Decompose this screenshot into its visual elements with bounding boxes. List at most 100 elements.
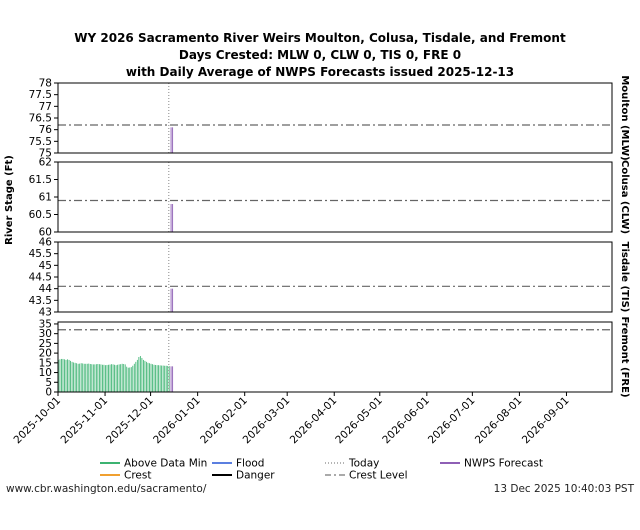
y-tick-label: 76.5 [29,113,52,125]
y-tick-label: 44 [39,283,53,295]
observed-bar [112,364,114,392]
x-tick-label: 2026-07-01 [426,395,478,447]
y-tick-label: 45.5 [29,248,52,260]
chart-title-line: with Daily Average of NWPS Forecasts iss… [126,65,514,79]
forecast-bar [170,204,172,232]
x-tick-label: 2026-06-01 [380,395,432,447]
observed-bar [80,363,82,392]
observed-bar [152,364,153,392]
x-tick-label: 2025-12-01 [104,395,156,447]
observed-bar [144,360,146,392]
observed-bar [136,359,138,392]
panel-station-label: Tisdale (TIS) [619,242,630,313]
y-tick-label: 10 [39,367,52,379]
forecast-bar [170,366,172,392]
panel-frame [57,321,613,393]
observed-bar [103,364,105,392]
y-tick-label: 61.5 [29,174,52,186]
observed-bar [132,365,134,392]
panel-station-label: Colusa (CLW) [619,160,630,234]
observed-bar [129,367,131,392]
observed-bar [77,363,79,392]
observed-bar [138,357,140,392]
x-tick-label: 2026-08-01 [473,395,525,447]
y-tick-label: 43 [39,307,52,319]
y-axis-label: River Stage (Ft) [4,155,15,245]
observed-bar [74,362,76,392]
observed-bar [118,364,120,392]
observed-bar [105,365,106,392]
observed-bar [79,363,81,392]
observed-bar [91,364,93,392]
observed-bar [94,364,96,392]
observed-bar [153,364,155,392]
legend-label: Flood [236,458,264,470]
observed-bar [161,365,163,392]
y-tick-label: 46 [39,237,53,249]
observed-bar [126,366,128,392]
generated-timestamp: 13 Dec 2025 10:40:03 PST [493,483,634,495]
observed-bar [130,367,132,392]
observed-bar [158,365,160,392]
observed-bar [162,365,164,392]
panel-station-label: Fremont (FRE) [619,316,630,397]
observed-bar [97,364,99,392]
source-url[interactable]: www.cbr.washington.edu/sacramento/ [6,483,207,495]
observed-bar [133,363,135,392]
forecast-bar [172,127,174,153]
panel-frame [57,82,613,154]
y-tick-label: 44.5 [29,272,52,284]
observed-bar [111,364,112,392]
observed-bar [114,364,115,392]
forecast-bar [170,127,172,153]
observed-bar [82,363,84,392]
x-tick-label: 2026-05-01 [333,395,385,447]
observed-bar [165,365,167,392]
observed-bar [164,365,166,392]
forecast-bar [172,366,174,392]
y-tick-label: 75.5 [29,136,52,148]
forecast-bar [172,204,174,232]
observed-bar [76,363,78,392]
y-tick-label: 60.5 [29,209,52,221]
x-tick-label: 2025-10-01 [11,395,63,447]
legend-label: Crest [124,470,151,482]
panel-frame [57,161,613,233]
observed-bar [121,363,123,392]
observed-bar [59,359,61,392]
observed-bar [106,364,108,392]
y-tick-label: 77 [39,101,52,113]
observed-bar [150,363,152,392]
x-tick-label: 2025-11-01 [59,395,111,447]
chart-title-line: WY 2026 Sacramento River Weirs Moulton, … [74,31,566,45]
observed-bar [123,364,125,392]
legend-label: NWPS Forecast [464,458,543,470]
observed-bar [127,367,129,392]
observed-bar [146,361,147,392]
observed-bar [98,364,100,392]
panel-station-label: Moulton (MLW) [619,75,630,160]
observed-bar [70,360,71,392]
forecast-bar [172,288,174,312]
observed-bar [124,364,126,392]
y-tick-label: 25 [39,338,52,350]
observed-bar [120,364,122,392]
y-tick-label: 78 [39,78,52,90]
y-tick-label: 77.5 [29,89,52,101]
observed-bar [64,359,65,392]
panel-frame [57,241,613,313]
x-tick-label: 2026-09-01 [520,395,572,447]
chart-title-line: Days Crested: MLW 0, CLW 0, TIS 0, FRE 0 [179,48,461,62]
observed-bar [142,359,144,392]
forecast-bar [170,288,172,312]
legend-label: Crest Level [349,470,408,482]
y-tick-label: 76 [39,124,53,136]
observed-bar [139,356,141,392]
observed-bar [85,363,87,392]
observed-bar [135,361,137,392]
y-tick-label: 5 [45,377,52,389]
observed-bar [92,364,94,392]
y-tick-label: 60 [39,227,52,239]
observed-bar [68,359,70,392]
